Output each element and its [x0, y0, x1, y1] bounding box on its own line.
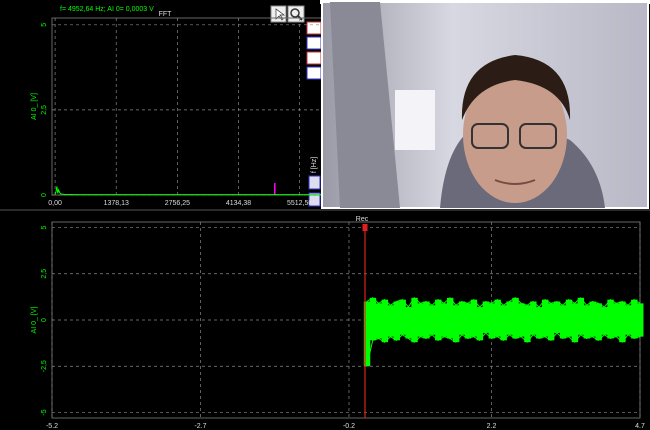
- y-tick-label: 5: [41, 23, 48, 27]
- signal-band: [554, 302, 560, 333]
- signal-band: [572, 303, 578, 342]
- signal-band: [429, 305, 435, 335]
- signal-band: [423, 302, 429, 339]
- x-tick-label: -0.2: [343, 423, 355, 430]
- y-axis-label: AI 0_ [V]: [31, 307, 38, 334]
- signal-band: [518, 303, 524, 336]
- signal-band: [619, 302, 625, 343]
- y-tick-label: 5: [41, 226, 48, 230]
- x-tick-label: -2.7: [194, 423, 206, 430]
- signal-band: [548, 303, 554, 340]
- signal-band: [506, 302, 512, 335]
- signal-band: [405, 307, 411, 338]
- side-button[interactable]: [307, 37, 321, 49]
- x-tick-label: 4.7: [635, 423, 645, 430]
- y-axis-label: AI 0_ [V]: [31, 93, 38, 120]
- signal-band: [417, 303, 423, 336]
- signal-band: [453, 305, 459, 342]
- signal-band: [483, 302, 489, 333]
- signal-band: [625, 305, 631, 335]
- zoom-in-button[interactable]: [309, 176, 320, 189]
- signal-band: [595, 303, 601, 340]
- chart-title: Rec: [356, 216, 369, 223]
- x-axis-label: f [Hz]: [311, 157, 318, 173]
- signal-band: [578, 298, 584, 335]
- signal-band: [394, 302, 400, 341]
- signal-band: [530, 302, 536, 335]
- signal-band: [631, 300, 637, 339]
- signal-band: [601, 307, 607, 335]
- signal-band: [477, 307, 483, 340]
- signal-band: [607, 300, 613, 339]
- signal-band: [411, 298, 417, 342]
- signal-band: [376, 303, 382, 338]
- x-tick-label: 4134,38: [226, 200, 251, 207]
- x-tick-label: 2.2: [487, 423, 497, 430]
- signal-band: [441, 303, 447, 336]
- signal-band: [637, 303, 643, 336]
- signal-band: [494, 300, 500, 337]
- trigger-marker: [363, 224, 368, 231]
- signal-band: [566, 300, 572, 337]
- signal-band: [584, 305, 590, 338]
- x-tick-label: 1378,13: [104, 200, 129, 207]
- signal-band: [542, 300, 548, 337]
- side-button[interactable]: [307, 67, 321, 79]
- y-tick-label: 2,5: [41, 269, 48, 279]
- signal-band: [524, 305, 530, 342]
- x-tick-label: 2756,25: [165, 200, 190, 207]
- signal-band: [471, 300, 477, 337]
- signal-band: [388, 305, 394, 336]
- chart-title: FFT: [159, 11, 173, 18]
- x-tick-label: -5.2: [46, 423, 58, 430]
- signal-band: [399, 300, 405, 335]
- signal-band: [489, 303, 495, 338]
- y-tick-label: -2,5: [41, 360, 48, 372]
- y-tick-label: 2,5: [41, 105, 48, 115]
- signal-band: [500, 305, 506, 340]
- page: f [Hz] 0 2,5 5 0,00 1378,13 2756,25 4134,38 551…: [0, 0, 650, 430]
- y-tick-label: -5: [41, 409, 48, 415]
- side-button[interactable]: [307, 52, 321, 64]
- x-tick-label: 5512,50: [287, 200, 312, 207]
- signal-band: [370, 298, 376, 341]
- signal-band: [536, 307, 542, 338]
- signal-band: [435, 300, 441, 341]
- signal-band: [613, 303, 619, 336]
- x-tick-label: 0,00: [48, 200, 62, 207]
- webcam-view: [322, 2, 648, 208]
- cabin-light: [395, 90, 435, 150]
- signal-band: [590, 302, 596, 337]
- y-tick-label: 0: [41, 193, 48, 197]
- y-tick-label: 0: [41, 318, 48, 322]
- signal-band: [465, 303, 471, 338]
- signal-band: [560, 305, 566, 338]
- signal-band: [512, 298, 518, 339]
- side-button[interactable]: [307, 22, 321, 34]
- signal-band: [447, 298, 453, 339]
- cursor-readout: f= 4952,64 Hz; AI 0= 0,0003 V: [60, 6, 154, 13]
- signal-band: [382, 300, 388, 343]
- signal-band: [459, 302, 465, 335]
- oscilloscope-screen: f [Hz] 0 2,5 5 0,00 1378,13 2756,25 4134,38 551…: [0, 0, 650, 430]
